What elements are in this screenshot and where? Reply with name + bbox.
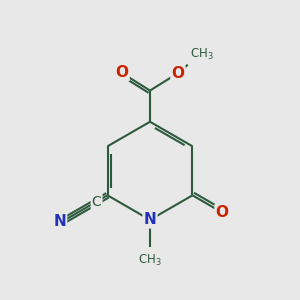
Text: O: O — [216, 205, 229, 220]
Text: O: O — [171, 66, 184, 81]
Text: CH$_3$: CH$_3$ — [190, 47, 214, 62]
Text: N: N — [53, 214, 66, 229]
Text: O: O — [116, 65, 129, 80]
Text: N: N — [144, 212, 156, 227]
Text: C: C — [92, 195, 101, 208]
Text: CH$_3$: CH$_3$ — [138, 253, 162, 268]
